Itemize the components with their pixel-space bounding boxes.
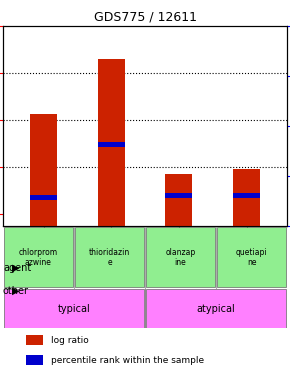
Text: thioridazin
e: thioridazin e [89, 248, 130, 267]
Bar [165, 194, 192, 198]
Bar [233, 170, 260, 226]
Text: log ratio: log ratio [51, 336, 89, 345]
Text: typical: typical [58, 303, 90, 313]
FancyBboxPatch shape [4, 227, 72, 287]
Text: percentile rank within the sample: percentile rank within the sample [51, 356, 204, 364]
Text: agent: agent [3, 263, 31, 273]
Text: quetiapi
ne: quetiapi ne [236, 248, 267, 267]
Text: atypical: atypical [197, 303, 235, 313]
FancyBboxPatch shape [146, 227, 215, 287]
Bar [98, 59, 125, 226]
FancyBboxPatch shape [4, 290, 144, 328]
Text: other: other [3, 286, 29, 296]
Bar [26, 335, 43, 345]
Bar [30, 114, 57, 226]
FancyBboxPatch shape [146, 290, 286, 328]
Text: ▶: ▶ [12, 286, 19, 296]
FancyBboxPatch shape [75, 227, 144, 287]
Bar [98, 141, 125, 147]
FancyBboxPatch shape [218, 227, 286, 287]
Bar [233, 194, 260, 198]
Text: olanzap
ine: olanzap ine [165, 248, 196, 267]
Text: GDS775 / 12611: GDS775 / 12611 [93, 10, 197, 23]
Bar [30, 195, 57, 200]
Bar [26, 356, 43, 365]
Text: chlorprom
azwine: chlorprom azwine [19, 248, 58, 267]
Text: ▶: ▶ [12, 263, 19, 273]
Bar [165, 174, 192, 226]
